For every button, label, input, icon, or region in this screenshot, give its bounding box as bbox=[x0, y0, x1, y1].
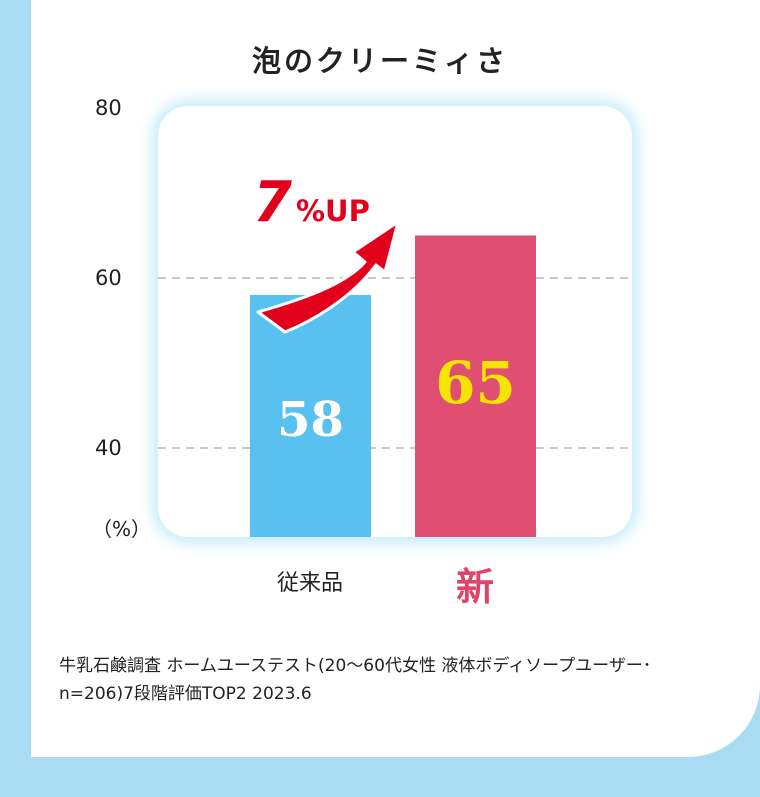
bar-new-value-label: 65 bbox=[435, 349, 516, 417]
y-tick-60: 60 bbox=[95, 266, 122, 290]
y-tick-80: 80 bbox=[95, 96, 122, 120]
footnote-line-1: 牛乳石鹸調査 ホームユーステスト(20～60代女性 液体ボディソープユーザー･ bbox=[59, 656, 652, 676]
x-label-new: 新 bbox=[455, 565, 494, 609]
plot-area bbox=[158, 106, 632, 537]
y-unit-label: （%） bbox=[92, 517, 152, 541]
bar-old-value-label: 58 bbox=[277, 392, 344, 448]
increase-arrow bbox=[256, 220, 400, 334]
increase-suffix: %UP bbox=[295, 194, 370, 228]
x-label-old: 従来品 bbox=[276, 571, 343, 596]
footnote-line-2: n=206)7段階評価TOP2 2023.6 bbox=[59, 684, 312, 704]
chart-title: 泡のクリーミィさ bbox=[251, 44, 508, 78]
bar-new-product bbox=[415, 235, 536, 537]
increase-number: 7 bbox=[253, 170, 292, 235]
y-tick-40: 40 bbox=[95, 436, 122, 460]
footnote: 牛乳石鹸調査 ホームユーステスト(20～60代女性 液体ボディソープユーザー･ … bbox=[59, 652, 709, 708]
bar-old-product bbox=[250, 295, 371, 537]
increase-annotation: 7 %UP bbox=[253, 170, 370, 235]
